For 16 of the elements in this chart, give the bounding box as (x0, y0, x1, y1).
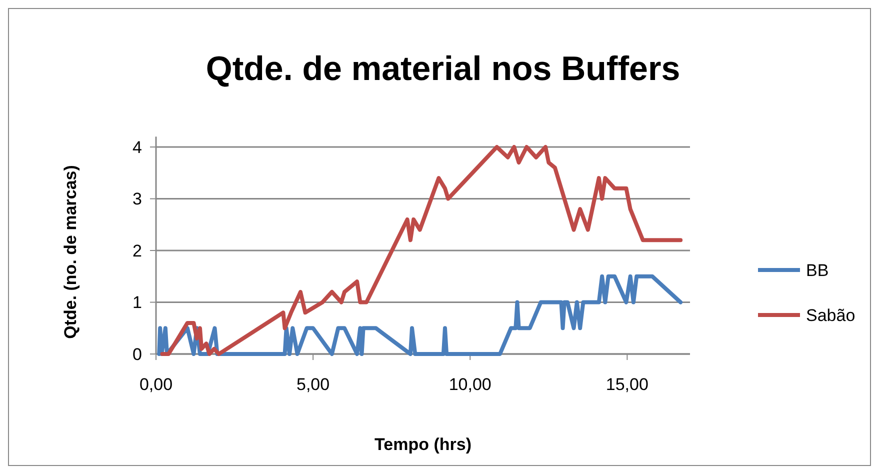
line-series (157, 274, 683, 356)
y-tick-label: 3 (132, 190, 142, 209)
x-axis-title: Tempo (hrs) (374, 435, 472, 454)
y-axis-title: Qtde. (no. de marcas) (61, 165, 80, 339)
chart-title: Qtde. de material nos Buffers (206, 50, 680, 88)
y-tick-label: 0 (132, 344, 142, 364)
x-tick-label: 5,00 (296, 375, 330, 394)
legend-label: BB (806, 260, 829, 280)
y-tick-label: 2 (132, 241, 142, 260)
y-tick-label: 4 (132, 138, 142, 157)
x-tick-label: 15,00 (606, 375, 648, 394)
legend-label: Sabão (806, 306, 856, 325)
x-tick-label: 0,00 (139, 375, 173, 394)
x-tick-label: 10,00 (448, 375, 492, 394)
y-tick-label: 1 (132, 293, 142, 312)
line-series (160, 145, 683, 356)
